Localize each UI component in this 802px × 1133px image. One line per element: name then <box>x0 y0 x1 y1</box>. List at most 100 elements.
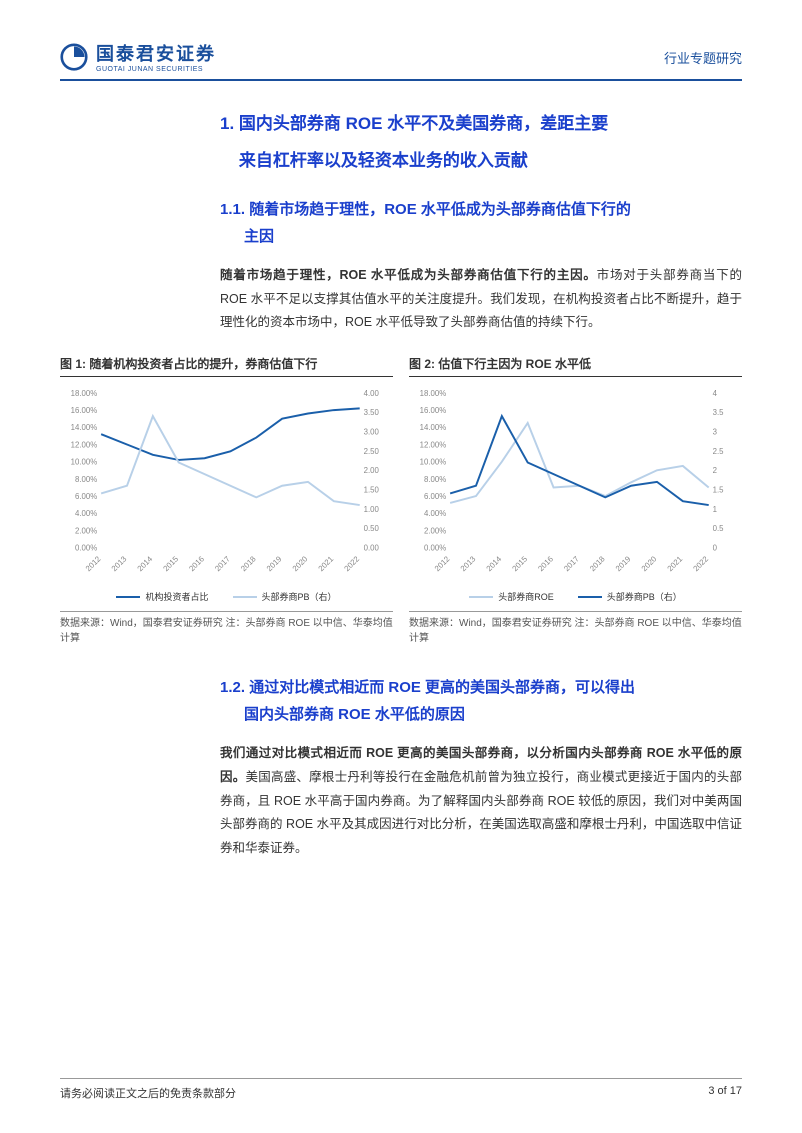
svg-text:2016: 2016 <box>187 554 206 573</box>
legend-swatch <box>116 596 140 598</box>
svg-text:2013: 2013 <box>110 554 129 573</box>
section-1-2-heading: 1.2. 通过对比模式相近而 ROE 更高的美国头部券商，可以得出 国内头部券商… <box>220 674 742 728</box>
svg-text:2.00%: 2.00% <box>424 526 446 535</box>
legend-item: 头部券商PB（右） <box>578 590 682 603</box>
chart-2-source: 数据来源：Wind，国泰君安证券研究 注：头部券商 ROE 以中信、华泰均值计算 <box>409 611 742 646</box>
svg-text:2.5: 2.5 <box>713 447 725 456</box>
svg-text:2014: 2014 <box>485 554 504 573</box>
doc-type: 行业专题研究 <box>664 48 742 67</box>
svg-text:10.00%: 10.00% <box>71 458 98 467</box>
para-1-2-rest: 美国高盛、摩根士丹利等投行在金融危机前曾为独立投行，商业模式更接近于国内的头部券… <box>220 770 742 855</box>
svg-text:2021: 2021 <box>317 554 336 573</box>
legend-item: 机构投资者占比 <box>116 590 208 603</box>
svg-text:3: 3 <box>713 428 718 437</box>
svg-text:3.00: 3.00 <box>364 428 380 437</box>
chart-2: 图 2: 估值下行主因为 ROE 水平低 0.00%2.00%4.00%6.00… <box>409 355 742 646</box>
svg-text:4.00: 4.00 <box>364 389 380 398</box>
svg-text:2019: 2019 <box>265 554 284 573</box>
svg-text:0: 0 <box>713 544 718 553</box>
page-header: 国泰君安证券 GUOTAI JUNAN SECURITIES 行业专题研究 <box>60 40 742 81</box>
svg-text:4: 4 <box>713 389 718 398</box>
h2-l2: 主因 <box>244 228 274 245</box>
svg-text:0.50: 0.50 <box>364 524 380 533</box>
h2-num: 1.2. <box>220 679 245 696</box>
chart-2-legend: 头部券商ROE 头部券商PB（右） <box>409 590 742 603</box>
svg-text:14.00%: 14.00% <box>420 423 447 432</box>
svg-text:1.5: 1.5 <box>713 486 725 495</box>
svg-text:2017: 2017 <box>213 554 232 573</box>
disclaimer: 请务必阅读正文之后的免责条款部分 <box>60 1085 236 1101</box>
legend-label: 机构投资者占比 <box>145 590 208 603</box>
svg-text:3.50: 3.50 <box>364 408 380 417</box>
svg-text:2.50: 2.50 <box>364 447 380 456</box>
svg-text:1.00: 1.00 <box>364 505 380 514</box>
svg-text:4.00%: 4.00% <box>424 509 446 518</box>
legend-swatch <box>578 596 602 598</box>
h2-l1: 通过对比模式相近而 ROE 更高的美国头部券商，可以得出 <box>249 679 635 696</box>
legend-swatch <box>233 596 257 598</box>
logo-cn: 国泰君安证券 <box>96 40 216 66</box>
svg-text:0.5: 0.5 <box>713 524 725 533</box>
charts-row: 图 1: 随着机构投资者占比的提升，券商估值下行 0.00% 2.00% 4.00%… <box>60 355 742 646</box>
h1-l1: 国内头部券商 ROE 水平不及美国券商，差距主要 <box>239 114 608 133</box>
legend-label: 头部券商PB（右） <box>262 590 337 603</box>
para-1-1: 随着市场趋于理性，ROE 水平低成为头部券商估值下行的主因。市场对于头部券商当下… <box>220 264 742 335</box>
svg-text:2016: 2016 <box>536 554 555 573</box>
svg-text:8.00%: 8.00% <box>75 475 97 484</box>
svg-text:1.50: 1.50 <box>364 486 380 495</box>
svg-text:2: 2 <box>713 466 717 475</box>
svg-text:4.00%: 4.00% <box>75 509 97 518</box>
svg-text:2019: 2019 <box>614 554 633 573</box>
h2-l2: 国内头部券商 ROE 水平低的原因 <box>244 706 465 723</box>
svg-text:12.00%: 12.00% <box>420 440 447 449</box>
h1-num: 1. <box>220 114 234 133</box>
chart-1-source: 数据来源：Wind，国泰君安证券研究 注：头部券商 ROE 以中信、华泰均值计算 <box>60 611 393 646</box>
chart-1-svg: 0.00%2.00%4.00%6.00%8.00%10.00%12.00%14.… <box>60 383 393 583</box>
logo-en: GUOTAI JUNAN SECURITIES <box>96 66 216 73</box>
chart-1-title: 图 1: 随着机构投资者占比的提升，券商估值下行 <box>60 355 393 377</box>
legend-item: 头部券商PB（右） <box>233 590 337 603</box>
svg-text:8.00%: 8.00% <box>424 475 446 484</box>
svg-text:2012: 2012 <box>84 554 103 573</box>
section-1-heading: 1. 国内头部券商 ROE 水平不及美国券商，差距主要 1. 来自杠杆率以及轻资… <box>220 105 742 180</box>
chart-1: 图 1: 随着机构投资者占比的提升，券商估值下行 0.00% 2.00% 4.00%… <box>60 355 393 646</box>
chart-2-title: 图 2: 估值下行主因为 ROE 水平低 <box>409 355 742 377</box>
svg-text:0.00%: 0.00% <box>75 544 97 553</box>
svg-text:2015: 2015 <box>510 554 529 573</box>
chart-2-svg: 0.00%2.00%4.00%6.00%8.00%10.00%12.00%14.… <box>409 383 742 583</box>
svg-text:2.00: 2.00 <box>364 466 380 475</box>
svg-text:2014: 2014 <box>136 554 155 573</box>
svg-text:2020: 2020 <box>640 554 659 573</box>
svg-text:18.00%: 18.00% <box>71 389 98 398</box>
svg-text:14.00%: 14.00% <box>71 423 98 432</box>
svg-text:16.00%: 16.00% <box>420 406 447 415</box>
svg-text:2.00%: 2.00% <box>75 526 97 535</box>
legend-label: 头部券商PB（右） <box>607 590 682 603</box>
svg-text:6.00%: 6.00% <box>75 492 97 501</box>
page-footer: 请务必阅读正文之后的免责条款部分 3 of 17 <box>60 1078 742 1101</box>
svg-text:2012: 2012 <box>433 554 452 573</box>
svg-text:16.00%: 16.00% <box>71 406 98 415</box>
svg-text:18.00%: 18.00% <box>420 389 447 398</box>
para-1-1-bold: 随着市场趋于理性，ROE 水平低成为头部券商估值下行的主因。 <box>220 268 597 282</box>
h1-l2: 来自杠杆率以及轻资本业务的收入贡献 <box>239 151 528 170</box>
svg-text:0.00: 0.00 <box>364 544 380 553</box>
svg-text:3.5: 3.5 <box>713 408 725 417</box>
svg-text:2021: 2021 <box>666 554 685 573</box>
svg-text:2018: 2018 <box>588 554 607 573</box>
section-1-1-heading: 1.1. 随着市场趋于理性，ROE 水平低成为头部券商估值下行的 主因 <box>220 196 742 250</box>
svg-text:0.00%: 0.00% <box>424 544 446 553</box>
legend-item: 头部券商ROE <box>469 590 554 603</box>
svg-text:2018: 2018 <box>239 554 258 573</box>
svg-text:2015: 2015 <box>161 554 180 573</box>
legend-swatch <box>469 596 493 598</box>
svg-text:2013: 2013 <box>459 554 478 573</box>
h2-num: 1.1. <box>220 201 245 218</box>
svg-text:2020: 2020 <box>291 554 310 573</box>
svg-text:2017: 2017 <box>562 554 581 573</box>
legend-label: 头部券商ROE <box>498 590 554 603</box>
svg-text:2022: 2022 <box>342 554 361 573</box>
svg-text:2022: 2022 <box>691 554 710 573</box>
brand-icon <box>60 43 88 71</box>
chart-1-legend: 机构投资者占比 头部券商PB（右） <box>60 590 393 603</box>
